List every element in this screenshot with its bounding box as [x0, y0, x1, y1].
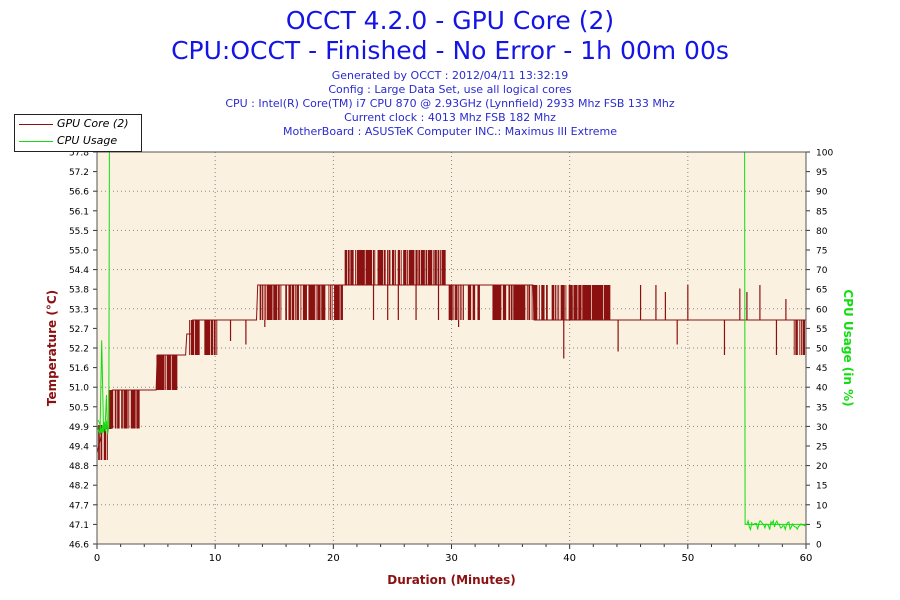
series-line-cpu-usage: [96, 151, 806, 525]
y-left-tick-label: 54.4: [69, 266, 89, 276]
series-noise-cpu-usage: [746, 518, 807, 532]
series-noise-gpu-core: [259, 285, 343, 320]
y-left-tick-label: 47.7: [69, 501, 89, 511]
chart-subtitle: CPU:OCCT - Finished - No Error - 1h 00m …: [171, 36, 729, 65]
legend-swatch-gpu: [19, 124, 53, 125]
y-right-tick-label: 25: [816, 443, 827, 453]
cpu-marker: [102, 423, 108, 429]
y-left-axis-label: Temperature (°C): [45, 290, 59, 406]
cpu-marker: [99, 427, 105, 433]
y-left-tick-label: 49.4: [69, 443, 89, 453]
y-left-tick-label: 49.9: [69, 423, 89, 433]
y-left-tick-label: 48.2: [69, 482, 89, 492]
y-left-tick-label: 57.2: [69, 168, 89, 178]
y-left-tick-label: 56.1: [69, 207, 89, 217]
y-left-tick-label: 50.5: [69, 403, 89, 413]
info-cpu: CPU : Intel(R) Core(TM) i7 CPU 870 @ 2.9…: [225, 97, 675, 110]
y-left-tick-label: 55.5: [69, 227, 89, 237]
y-left-tick-label: 57.8: [69, 149, 89, 159]
y-right-tick-label: 30: [816, 423, 828, 433]
series-noise-gpu-core: [492, 285, 554, 320]
y-right-tick-label: 65: [816, 286, 827, 296]
y-left-tick-label: 55.0: [69, 247, 89, 257]
y-left-tick-label: 52.7: [69, 325, 89, 335]
plot-frame: [96, 151, 807, 545]
info-motherboard: MotherBoard : ASUSTeK Computer INC.: Max…: [283, 125, 617, 138]
x-axis-label: Duration (Minutes): [387, 573, 515, 587]
y-right-tick-label: 5: [816, 521, 822, 531]
x-tick-label: 10: [209, 553, 222, 564]
y-left-tick-label: 48.8: [69, 462, 89, 472]
y-right-tick-label: 80: [816, 227, 828, 237]
series-noise-gpu-core: [156, 355, 178, 390]
y-right-tick-label: 45: [816, 364, 827, 374]
y-right-tick-label: 20: [816, 462, 828, 472]
y-right-tick-label: 70: [816, 266, 828, 276]
y-left-tick-label: 53.3: [69, 305, 89, 315]
y-left-tick-label: 51.0: [69, 384, 89, 394]
y-right-tick-label: 55: [816, 325, 827, 335]
x-tick-label: 50: [681, 553, 694, 564]
x-tick-label: 0: [94, 553, 100, 564]
y-right-tick-label: 85: [816, 207, 827, 217]
legend-label-gpu: GPU Core (2): [57, 117, 129, 130]
info-generated: Generated by OCCT : 2012/04/11 13:32:19: [331, 69, 569, 82]
y-left-tick-label: 51.6: [69, 364, 89, 374]
series-noise-gpu-core: [552, 285, 611, 320]
legend: GPU Core (2) CPU Usage: [14, 114, 142, 152]
y-right-tick-label: 100: [816, 149, 833, 159]
legend-swatch-cpu: [19, 141, 53, 142]
series-noise-gpu-core: [793, 320, 806, 355]
y-left-tick-label: 53.8: [69, 286, 89, 296]
y-right-tick-label: 95: [816, 168, 827, 178]
y-right-tick-label: 50: [816, 345, 828, 355]
y-right-tick-label: 15: [816, 482, 827, 492]
x-tick-label: 30: [445, 553, 458, 564]
x-tick-label: 60: [800, 553, 813, 564]
series-noise-gpu-core: [344, 250, 446, 285]
y-right-tick-label: 35: [816, 403, 827, 413]
y-right-tick-label: 75: [816, 247, 827, 257]
series-noise-gpu-core: [189, 320, 218, 355]
legend-label-cpu: CPU Usage: [57, 134, 118, 147]
info-config: Config : Large Data Set, use all logical…: [328, 83, 572, 96]
y-left-tick-label: 52.2: [69, 345, 89, 355]
info-clock: Current clock : 4013 Mhz FSB 182 Mhz: [344, 111, 556, 124]
y-right-tick-label: 90: [816, 188, 828, 198]
y-right-tick-label: 10: [816, 501, 828, 511]
chart-title: OCCT 4.2.0 - GPU Core (2): [285, 6, 615, 35]
y-right-tick-label: 60: [816, 305, 828, 315]
series-noise-gpu-core: [448, 285, 480, 320]
y-left-tick-label: 47.1: [69, 521, 89, 531]
y-right-axis-label: CPU Usage (in %): [841, 289, 855, 406]
x-tick-label: 40: [563, 553, 576, 564]
y-right-tick-label: 40: [816, 384, 828, 394]
y-left-tick-label: 56.6: [69, 188, 89, 198]
y-left-tick-label: 46.6: [69, 541, 89, 551]
y-right-tick-label: 0: [816, 541, 822, 551]
x-tick-label: 20: [327, 553, 340, 564]
